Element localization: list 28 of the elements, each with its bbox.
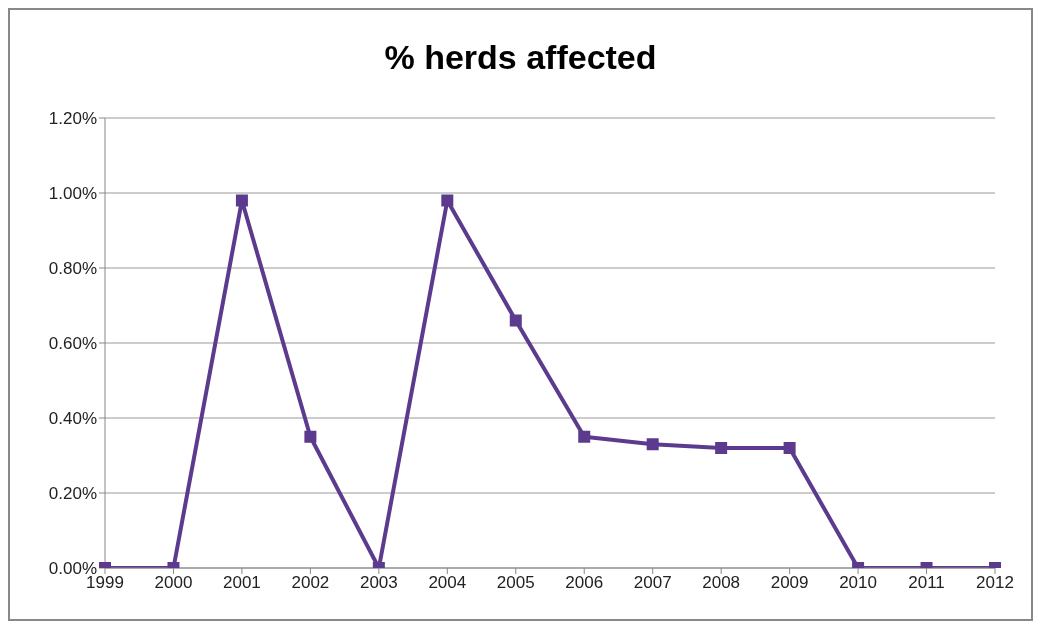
y-tick-label: 0.80% bbox=[48, 259, 97, 279]
x-tick-label: 2001 bbox=[223, 573, 261, 593]
x-tick-label: 2009 bbox=[770, 573, 809, 593]
point bbox=[578, 430, 591, 443]
point bbox=[783, 442, 796, 454]
y-tick-label: 1.20% bbox=[48, 109, 97, 129]
x-tick-label: 2010 bbox=[839, 573, 877, 593]
x-tick-label: 2006 bbox=[565, 573, 604, 593]
y-tick-label: 0.60% bbox=[48, 334, 97, 354]
x-tick-label: 2004 bbox=[428, 573, 467, 593]
point bbox=[235, 194, 248, 207]
x-tick-label: 2003 bbox=[359, 573, 398, 593]
chart-title: % herds affected bbox=[383, 38, 658, 78]
y-tick-label: 0.20% bbox=[48, 484, 97, 504]
point bbox=[441, 194, 454, 207]
x-tick-label: 2008 bbox=[702, 573, 741, 593]
x-tick-label: 2000 bbox=[154, 573, 193, 593]
x-tick-label: 2005 bbox=[496, 573, 535, 593]
x-tick-label: 2012 bbox=[976, 573, 1014, 593]
x-tick-label: 2007 bbox=[633, 573, 672, 593]
point bbox=[715, 442, 728, 454]
x-tick-label: 2002 bbox=[291, 573, 330, 593]
point bbox=[304, 430, 317, 443]
y-tick-label: 0.40% bbox=[48, 409, 97, 429]
point bbox=[646, 438, 659, 451]
y-tick-label: 1.00% bbox=[48, 184, 97, 204]
point bbox=[509, 314, 522, 327]
x-tick-label: 2011 bbox=[908, 573, 945, 593]
